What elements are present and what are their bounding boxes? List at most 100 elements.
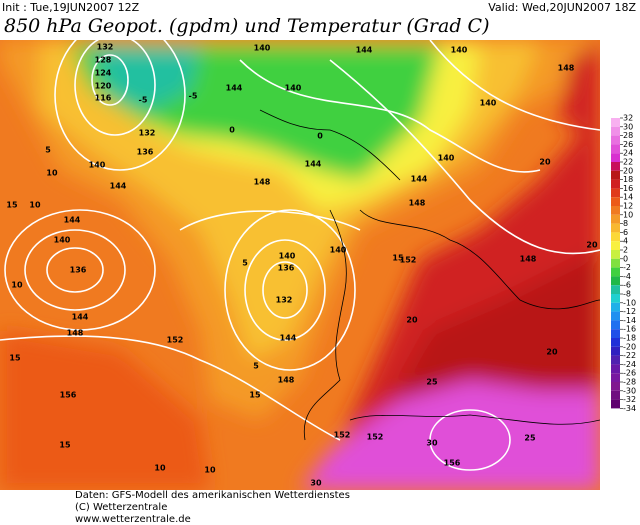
colorbar-cell	[611, 294, 620, 303]
contour-label: 156	[60, 391, 77, 400]
contour-label: 15	[392, 254, 404, 263]
colorbar-cell	[611, 399, 620, 409]
contour-label: 15	[249, 391, 261, 400]
contour-label: -5	[189, 92, 198, 101]
colorbar-label: 20	[623, 166, 633, 175]
colorbar-cell	[611, 197, 620, 206]
colorbar-label: 14	[623, 193, 633, 202]
contour-label: 20	[539, 158, 551, 167]
colorbar-label: -28	[623, 378, 636, 387]
contour-label: 25	[426, 378, 438, 387]
map-area: 132 128 124 120 116 -5 -5 132 136 140 144 140 144 140…	[0, 40, 600, 490]
contour-label: 148	[254, 178, 271, 187]
colorbar-label: 16	[623, 184, 633, 193]
contour-label: 144	[110, 182, 127, 191]
colorbar-label: -2	[623, 263, 631, 272]
contour-label: 140	[254, 44, 271, 53]
contour-label: 15	[6, 201, 18, 210]
colorbar-cell	[611, 320, 620, 330]
contour-label: 15	[9, 354, 21, 363]
contour-label: 140	[451, 46, 468, 55]
colorbar-cell	[611, 302, 620, 312]
contour-label: 136	[278, 264, 295, 273]
geopotential-contours	[0, 40, 600, 471]
contour-label: 144	[305, 160, 322, 169]
colorbar-cell	[611, 276, 620, 286]
coastlines	[259, 109, 600, 441]
contour-label: 25	[524, 434, 536, 443]
colorbar-cell	[611, 364, 620, 374]
colorbar-label: -34	[623, 404, 636, 413]
contour-label: 152	[167, 336, 184, 345]
colorbar-label: 26	[623, 140, 633, 149]
contour-label: 10	[154, 464, 166, 473]
contour-label: 144	[356, 46, 373, 55]
contour-label: 30	[426, 439, 438, 448]
footer-line: Daten: GFS-Modell des amerikanischen Wet…	[75, 490, 350, 501]
colorbar-cell	[611, 118, 620, 127]
contour-label: 140	[438, 154, 455, 163]
contour-label: 20	[546, 348, 558, 357]
map-title: 850 hPa Geopot. (gpdm) und Temperatur (G…	[4, 15, 489, 37]
contour-label: 144	[411, 175, 428, 184]
colorbar-label: -4	[623, 272, 631, 281]
contour-label: 136	[70, 266, 87, 275]
colorbar-cell	[611, 214, 620, 224]
colorbar-label: 12	[623, 202, 633, 211]
contour-label: 140	[54, 236, 71, 245]
colorbar-cell	[611, 311, 620, 321]
colorbar-cell	[611, 153, 620, 162]
contour-label: 136	[137, 148, 154, 157]
colorbar-cell	[611, 232, 620, 242]
contour-label: -5	[139, 96, 148, 105]
contour-label: 20	[406, 316, 418, 325]
colorbar-cell	[611, 267, 620, 277]
contour-label: 15	[59, 441, 71, 450]
colorbar-label: -10	[623, 298, 636, 307]
contour-label: 148	[558, 64, 575, 73]
colorbar-label: 28	[623, 131, 633, 140]
footer-line: www.wetterzentrale.de	[75, 514, 191, 525]
colorbar-cell	[611, 223, 620, 233]
contour-label: 144	[280, 334, 297, 343]
colorbar-cell	[611, 179, 620, 189]
contour-label: 120	[95, 82, 112, 91]
colorbar-cell	[611, 241, 620, 250]
colorbar-label: -18	[623, 334, 636, 343]
colorbar-cell	[611, 188, 620, 198]
colorbar-label: -14	[623, 316, 636, 325]
colorbar-label: 24	[623, 149, 633, 158]
colorbar-label: 6	[623, 228, 628, 237]
contour-label: 144	[72, 313, 89, 322]
colorbar-label: 2	[623, 246, 628, 255]
colorbar-label: 8	[623, 219, 628, 228]
colorbar-label: -8	[623, 290, 631, 299]
contour-label: 140	[330, 246, 347, 255]
contour-label: 132	[97, 43, 114, 52]
colorbar-label: -24	[623, 360, 636, 369]
colorbar-cell	[611, 329, 620, 338]
contour-label: 156	[444, 459, 461, 468]
contour-label: 10	[29, 201, 41, 210]
colorbar-label: 22	[623, 158, 633, 167]
contour-label: 0	[317, 132, 323, 141]
contour-label: 30	[310, 479, 322, 488]
contour-label: 10	[11, 281, 23, 290]
colorbar-label: -30	[623, 386, 636, 395]
contour-label: 0	[229, 126, 235, 135]
colorbar: 32302826242220181614121086420-2-4-6-8-10…	[611, 114, 636, 413]
colorbar-label: 0	[623, 254, 628, 263]
contour-label: 128	[95, 56, 112, 65]
contour-label: 5	[45, 146, 51, 155]
colorbar-cell	[611, 338, 620, 347]
colorbar-cell	[611, 355, 620, 365]
colorbar-label: 10	[623, 210, 633, 219]
colorbar-label: 30	[623, 122, 633, 131]
colorbar-label: 32	[623, 114, 633, 123]
colorbar-cell	[611, 206, 620, 215]
colorbar-label: -26	[623, 369, 636, 378]
contour-label: 152	[367, 433, 384, 442]
colorbar-cell	[611, 126, 620, 136]
colorbar-label: -32	[623, 395, 636, 404]
